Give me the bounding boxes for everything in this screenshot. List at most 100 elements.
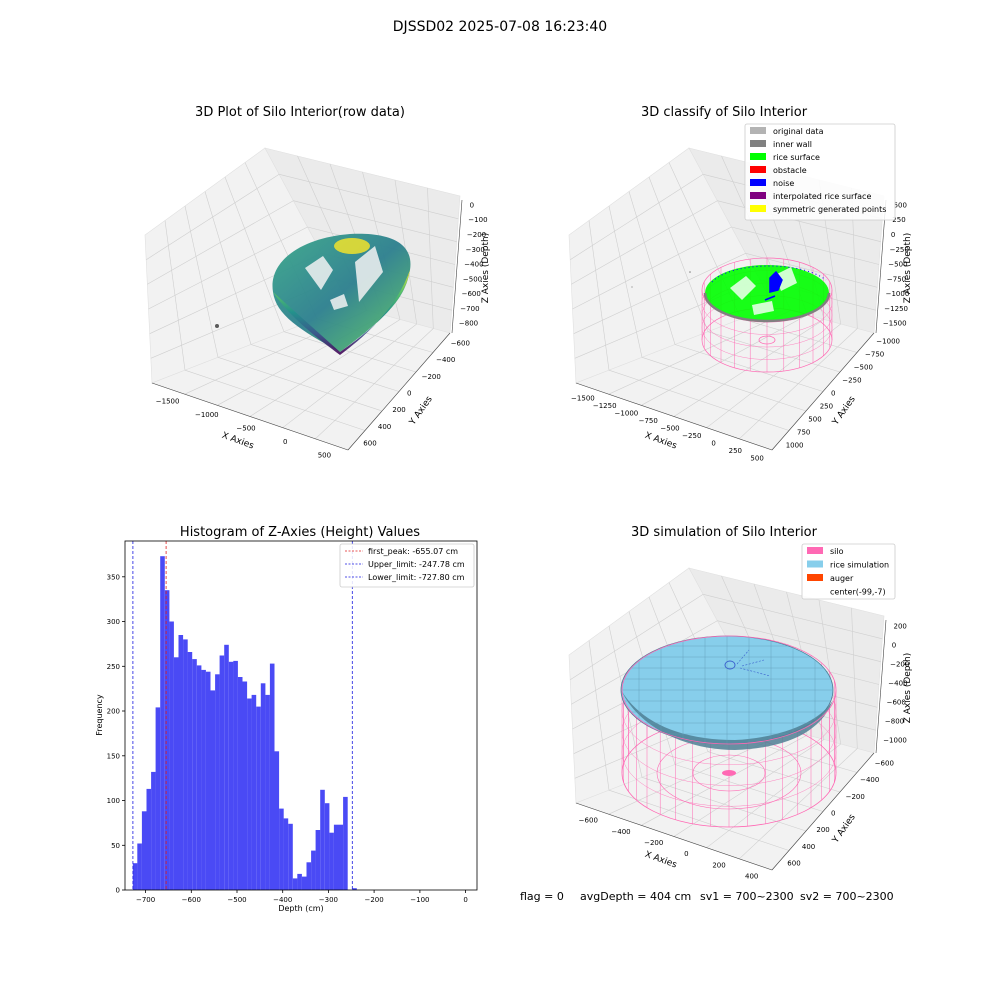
raw-y-tick-label: 400 (378, 423, 391, 431)
classify-rice-surface (705, 265, 829, 321)
classify-z-tick-label: −1000 (886, 290, 910, 298)
sim-x-tick-label: 0 (684, 850, 688, 858)
hist-title: Histogram of Z-Axies (Height) Values (180, 525, 420, 540)
classify-z-tick-label: −750 (887, 275, 906, 283)
hist-bar (279, 808, 284, 890)
hist-bar (315, 830, 321, 890)
sim-z-tick-label: −800 (885, 718, 904, 726)
hist-bar (256, 706, 261, 890)
sim-x-tick-label: −200 (644, 839, 663, 847)
hist-bar (201, 669, 206, 890)
classify-z-tick-label: 250 (892, 216, 905, 224)
hist-bar (306, 862, 312, 890)
hist-bar (228, 661, 234, 890)
hist-legend-label: Lower_limit: -727.80 cm (368, 573, 465, 582)
raw-x-tick-label: −1000 (195, 411, 219, 419)
hist-x-tick-label: −300 (319, 896, 338, 904)
status-line: flag = 0 avgDepth = 404 cm sv1 = 700~230… (520, 890, 894, 903)
hist-x-tick-label: −400 (273, 896, 292, 904)
classify-y-tick-label: 0 (831, 390, 835, 398)
classify-x-tick-label: −250 (682, 432, 701, 440)
sim-title: 3D simulation of Silo Interior (631, 525, 818, 540)
classify-x-tick-label: 0 (711, 439, 715, 447)
hist-x-tick-label: 0 (463, 896, 467, 904)
raw-surface-gaps (305, 246, 383, 310)
classify-x-tick-label: −500 (660, 425, 679, 433)
hist-bar (210, 690, 216, 890)
sim-legend-label: auger (830, 574, 854, 583)
hist-bar (288, 823, 293, 890)
hist-bar (132, 863, 138, 890)
classify-stray-point-2 (631, 286, 633, 288)
hist-bar (338, 824, 344, 890)
hist-x-tick-label: −500 (227, 896, 246, 904)
hist-x-tick-label: −100 (410, 896, 429, 904)
sim-y-tick-label: −200 (846, 793, 865, 801)
classify-legend-swatch (750, 140, 766, 147)
raw-z-tick-label: −800 (459, 320, 478, 328)
hist-bar (233, 660, 238, 890)
sim-x-axis-line (575, 802, 773, 871)
sim-xlabel: X Axies (643, 850, 678, 871)
hist-bar (164, 590, 170, 890)
raw-z-axis-line (451, 199, 463, 334)
status-avg-depth: avgDepth = 404 cm (580, 890, 691, 903)
hist-bar (237, 677, 243, 890)
status-sv2: sv2 = 700~2300 (800, 890, 894, 903)
sim-x-tick-label: 400 (745, 872, 758, 880)
hist-bar (183, 639, 188, 890)
hist-y-tick-label: 0 (116, 887, 120, 895)
sim-silo-top (621, 635, 837, 745)
sim-legend-swatch (807, 560, 823, 568)
hist-bar (320, 789, 325, 890)
sim-legend-label: silo (830, 547, 844, 556)
classify-noise-points (764, 270, 783, 301)
hist-bar (187, 652, 193, 890)
classify-x-tick-label: −1000 (615, 410, 639, 418)
sim-z-axis-line (875, 619, 887, 754)
raw-y-tick-label: 600 (363, 440, 376, 448)
classify-ylabel: Y Axies (830, 394, 858, 427)
raw-z-tick-label: 0 (470, 201, 474, 209)
raw-z-tick-label: −100 (468, 216, 487, 224)
classify-legend-label: symmetric generated points (773, 205, 886, 214)
hist-x-tick-label: −700 (136, 896, 155, 904)
classify-legend-swatch (750, 205, 766, 212)
hist-plot-frame (124, 540, 478, 891)
classify-x-tick-label: −1250 (593, 402, 617, 410)
raw-point-cloud (215, 233, 411, 355)
status-flag: flag = 0 (520, 890, 564, 903)
sim-y-axis-line (771, 752, 875, 871)
classify-y-tick-label: −750 (865, 351, 884, 359)
classify-legend-label: obstacle (773, 166, 807, 175)
classify-grid-floor-b (739, 328, 858, 440)
classify-x-tick-label: −1500 (571, 395, 595, 403)
raw-y-axis-line (347, 332, 451, 451)
sim-auger-rays (736, 649, 771, 677)
sim-legend-swatch (807, 574, 823, 581)
hist-bar (146, 788, 152, 890)
classify-legend-label: original data (773, 127, 824, 136)
raw-x-axis-line (151, 382, 349, 451)
raw-z-tick-label: −600 (462, 290, 481, 298)
hist-bar (297, 873, 302, 890)
classify-legend-swatch (750, 127, 766, 134)
classify-z-tick-label: −1500 (883, 320, 907, 328)
sim-y-tick-label: 200 (816, 826, 829, 834)
raw-outlier-point (215, 324, 219, 328)
hist-bar (242, 681, 248, 890)
sim-legend-label: rice simulation (830, 561, 889, 570)
hist-bar (151, 771, 156, 890)
figure-suptitle: DJSSD02 2025-07-08 16:23:40 (393, 19, 607, 35)
sim-z-tick-label: −1000 (883, 737, 907, 745)
classify-z-tick-label: −500 (888, 261, 907, 269)
hist-bar (265, 694, 270, 890)
hist-bar (269, 663, 275, 890)
hist-bar (292, 878, 298, 890)
hist-bar (196, 665, 202, 890)
classify-legend-label: rice surface (773, 153, 820, 162)
raw-z-tick-label: −700 (460, 305, 479, 313)
raw-y-tick-label: 0 (407, 390, 411, 398)
raw-z-tick-label: −500 (463, 275, 482, 283)
hist-bar (311, 850, 316, 890)
